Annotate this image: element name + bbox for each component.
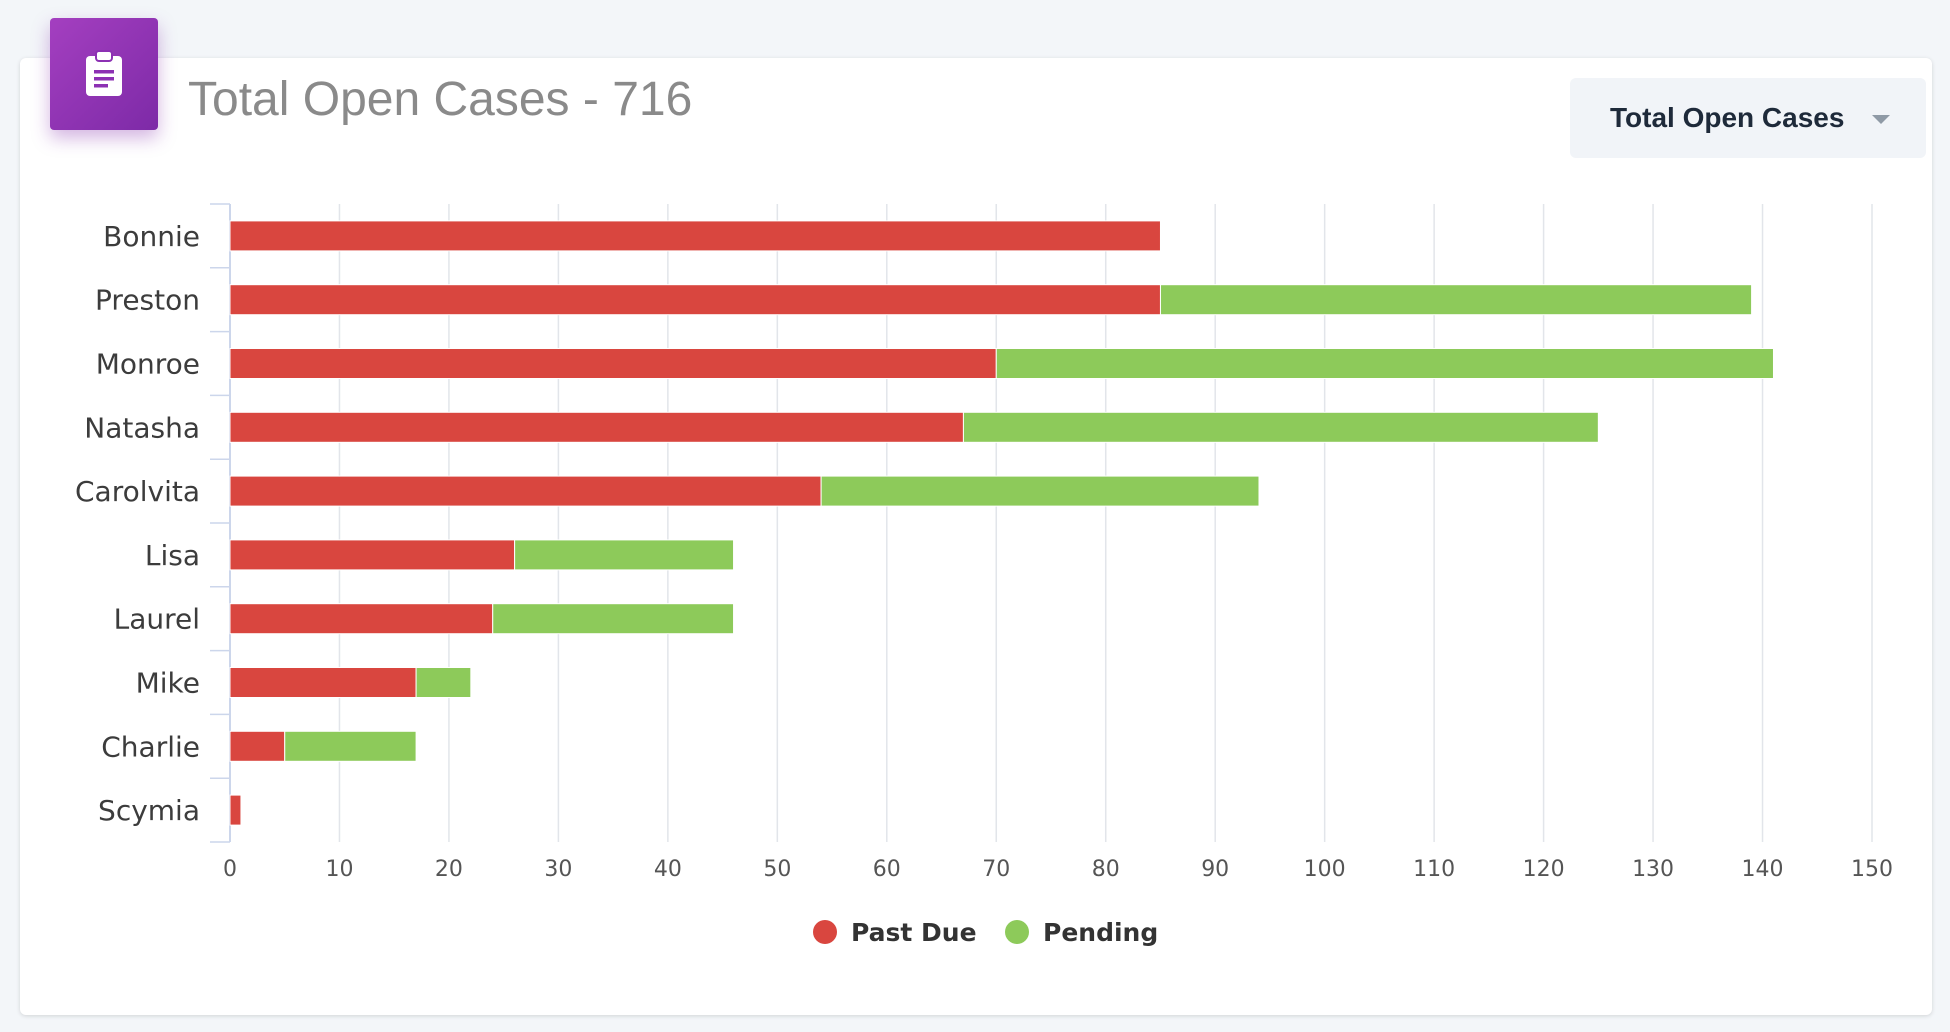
bar-segment[interactable] [229,603,494,635]
x-tick-label: 60 [873,857,901,882]
clipboard-glyph [86,50,122,96]
bar-segment[interactable] [229,220,1161,252]
legend-marker[interactable] [1005,920,1029,944]
x-tick-label: 70 [982,857,1010,882]
bar-segment[interactable] [229,794,242,826]
bar-segment[interactable] [820,475,1260,507]
x-tick-label: 130 [1632,857,1674,882]
chart-card [20,58,1932,1015]
legend-marker[interactable] [813,920,837,944]
category-label: Preston [95,284,200,317]
x-tick-label: 20 [435,857,463,882]
legend-item-label[interactable]: Past Due [851,918,977,947]
bar-segment[interactable] [415,667,472,698]
category-label: Charlie [101,730,200,763]
x-tick-label: 120 [1523,857,1565,882]
x-tick-label: 110 [1413,857,1455,882]
x-tick-label: 10 [325,857,353,882]
x-tick-label: 100 [1304,857,1346,882]
bar-segment[interactable] [229,284,1161,316]
bar-segment[interactable] [229,348,997,379]
bar-segment[interactable] [229,539,516,571]
category-label: Scymia [98,794,200,827]
x-tick-label: 140 [1742,857,1784,882]
bar-segment[interactable] [284,730,417,762]
legend-item-label[interactable]: Pending [1043,918,1158,947]
bar-segment[interactable] [995,348,1774,379]
x-tick-label: 80 [1092,857,1120,882]
x-tick-label: 90 [1201,857,1229,882]
page-title: Total Open Cases - 716 [188,73,693,126]
dropdown-selected-label: Total Open Cases [1610,102,1845,133]
x-tick-label: 40 [654,857,682,882]
bar-segment[interactable] [229,730,286,762]
bar-segment[interactable] [1159,284,1753,316]
x-tick-label: 0 [223,857,237,882]
x-tick-label: 30 [544,857,572,882]
category-label: Carolvita [75,475,200,508]
category-label: Mike [136,667,200,700]
category-label: Bonnie [103,220,200,253]
clipboard-icon [50,18,158,130]
bar-segment[interactable] [514,539,735,571]
x-tick-label: 50 [763,857,791,882]
bar-segment[interactable] [962,411,1599,443]
bar-segment[interactable] [229,475,822,507]
chart-type-dropdown[interactable]: Total Open Cases [1570,78,1926,158]
bar-segment[interactable] [229,667,417,698]
chevron-down-icon [1872,115,1890,124]
category-label: Monroe [96,348,200,381]
category-label: Lisa [145,539,200,572]
category-label: Natasha [84,411,200,444]
bar-segment[interactable] [492,603,735,635]
bar-segment[interactable] [229,411,964,443]
x-tick-label: 150 [1851,857,1893,882]
category-label: Laurel [114,603,200,636]
